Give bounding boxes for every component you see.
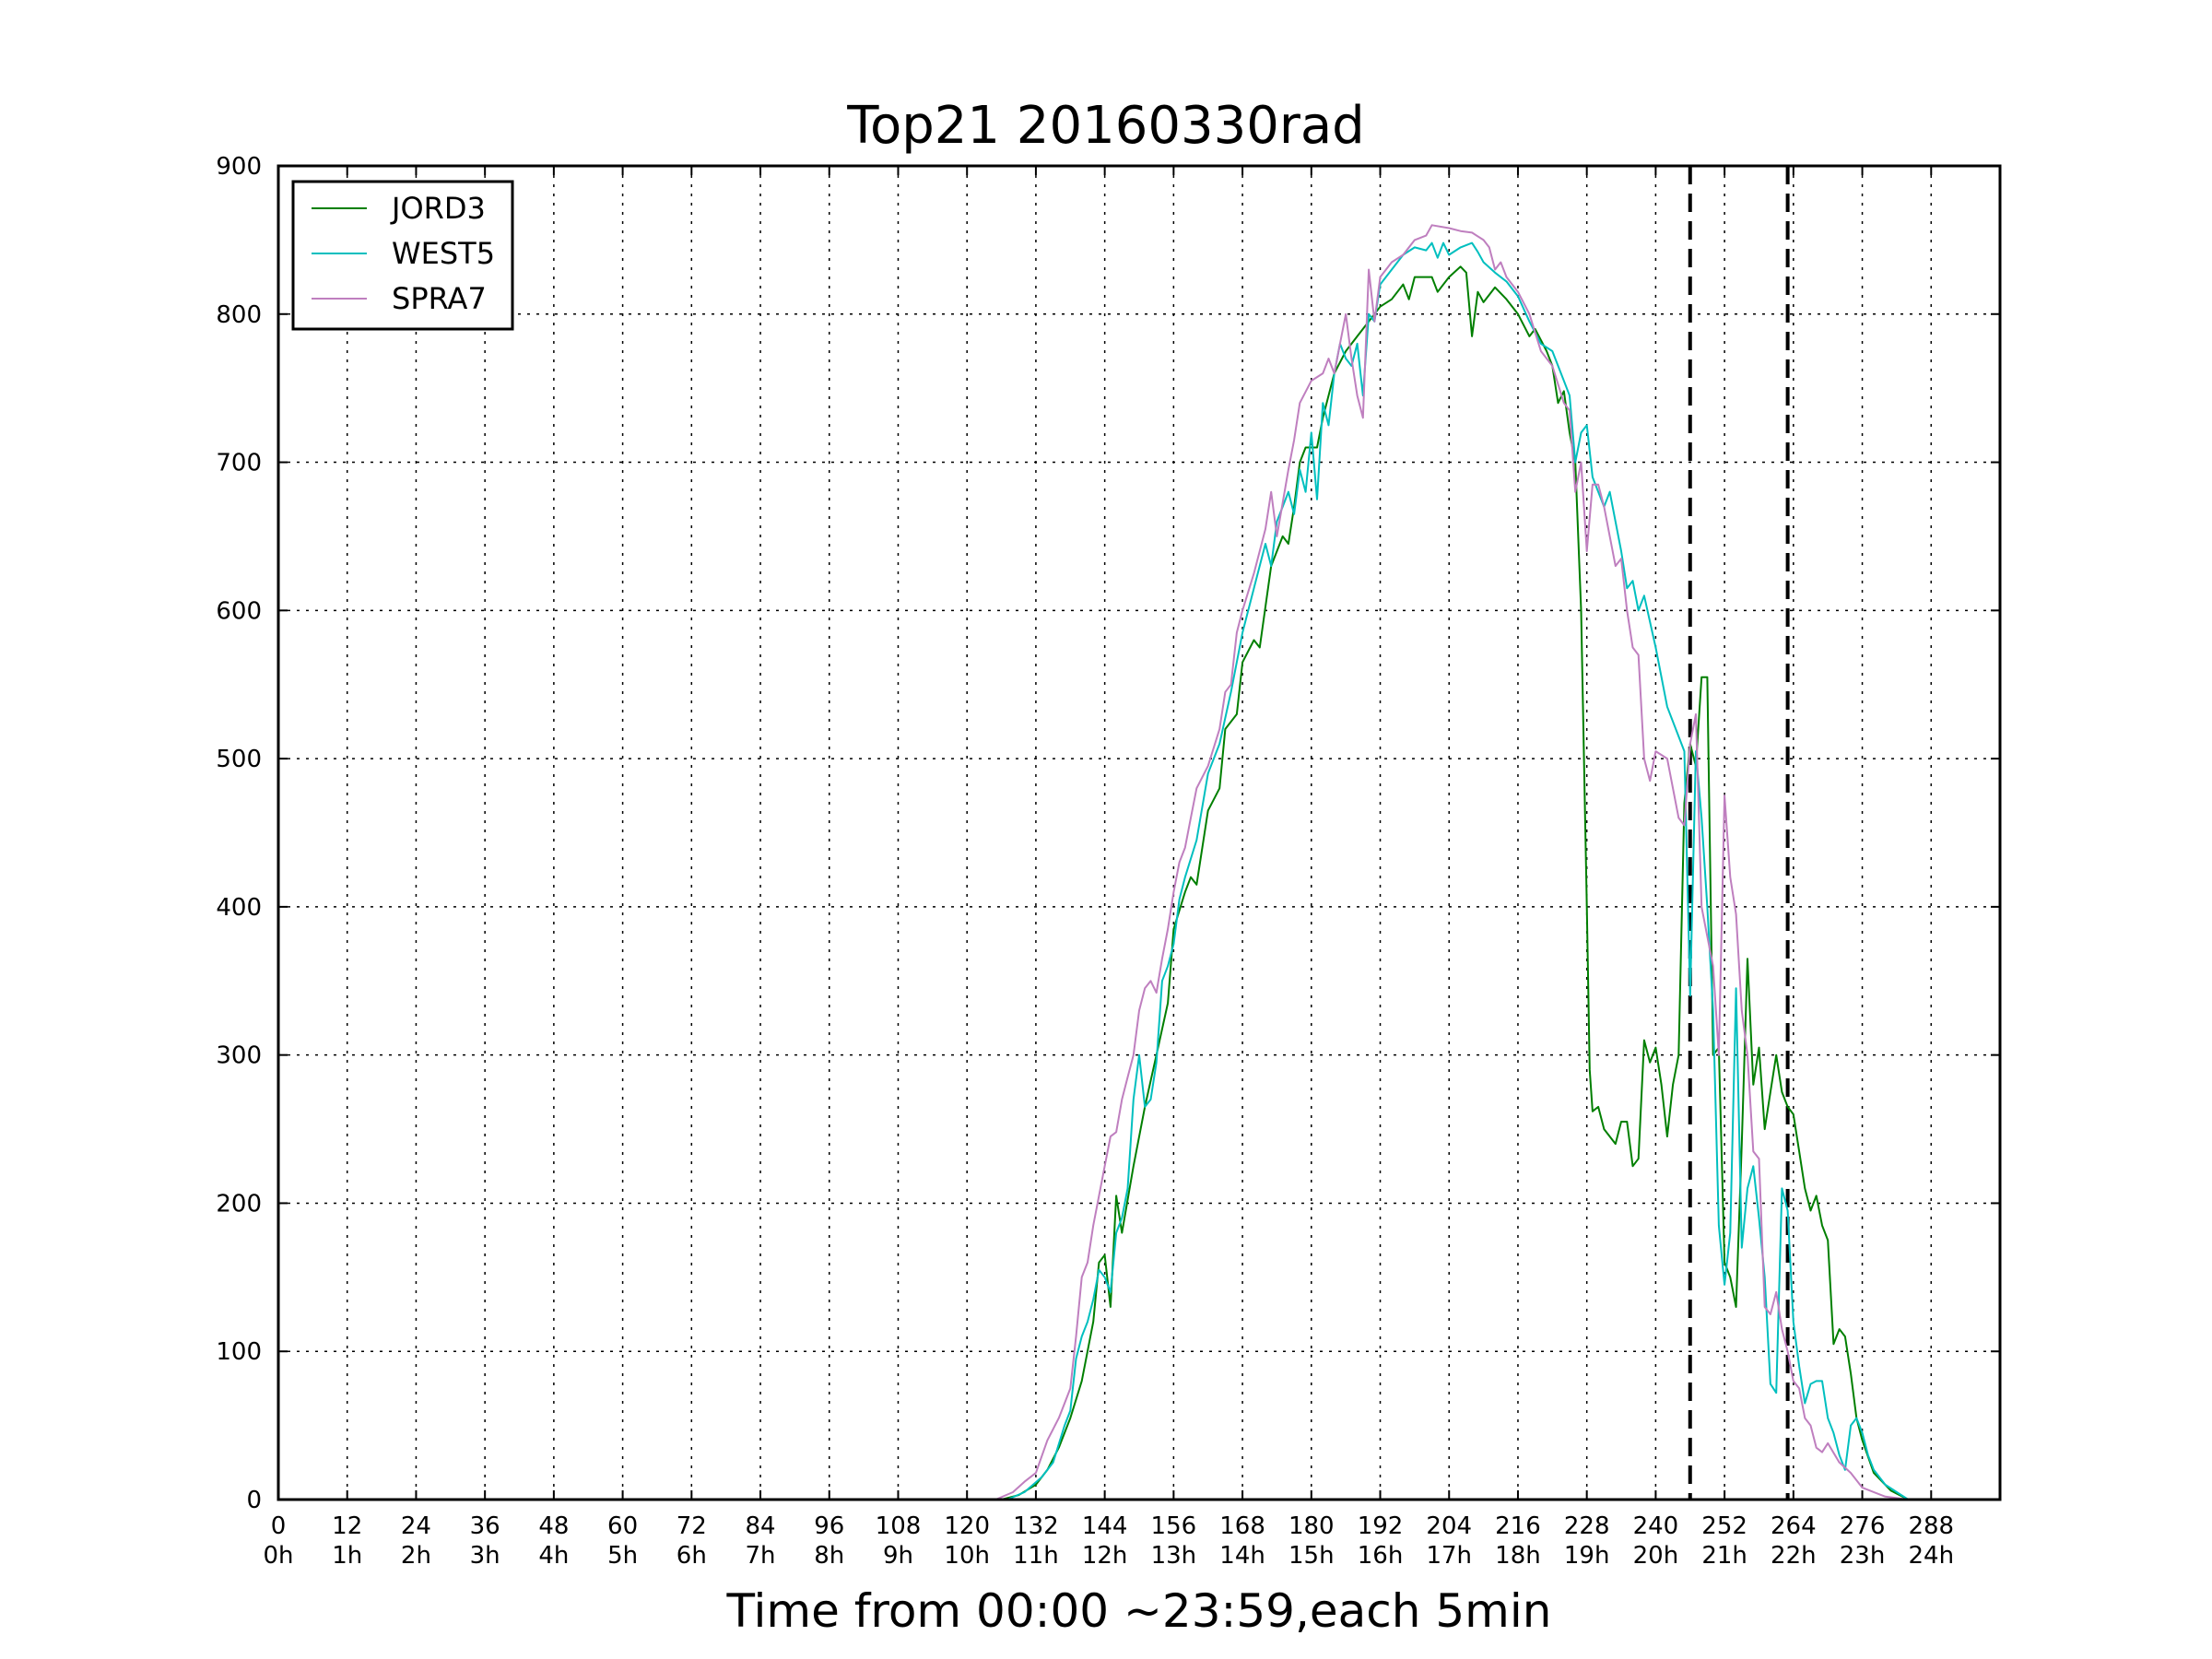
- x-tick-label: 60: [607, 1512, 638, 1540]
- x-tick-hour-label: 11h: [1013, 1542, 1059, 1570]
- y-tick-label: 800: [216, 301, 262, 329]
- x-tick-label: 96: [814, 1512, 844, 1540]
- series-line-west5: [278, 241, 2000, 1500]
- legend-entry: JORD3: [390, 191, 486, 226]
- x-tick-hour-label: 6h: [677, 1542, 707, 1570]
- x-tick-hour-label: 9h: [883, 1542, 913, 1570]
- x-tick-label: 156: [1151, 1512, 1197, 1540]
- x-tick-label: 108: [876, 1512, 922, 1540]
- x-tick-label: 0: [271, 1512, 287, 1540]
- x-tick-hour-label: 15h: [1288, 1542, 1335, 1570]
- legend-box: [291, 180, 514, 331]
- y-tick-label: 500: [216, 746, 262, 773]
- y-tick-label: 0: [246, 1487, 262, 1514]
- x-tick-label: 144: [1082, 1512, 1128, 1540]
- x-tick-hour-label: 3h: [470, 1542, 500, 1570]
- x-tick-label: 264: [1771, 1512, 1817, 1540]
- x-tick-label: 288: [1908, 1512, 1954, 1540]
- x-tick-hour-label: 8h: [814, 1542, 844, 1570]
- x-tick-hour-label: 12h: [1082, 1542, 1128, 1570]
- x-tick-hour-label: 0h: [263, 1542, 293, 1570]
- x-tick-hour-label: 2h: [401, 1542, 431, 1570]
- y-tick-label: 700: [216, 450, 262, 477]
- y-tick-label: 100: [216, 1338, 262, 1366]
- y-tick-labels: 0 100 200 300 400 500 600 700 800 900: [216, 153, 262, 1514]
- y-tick-label: 600: [216, 597, 262, 625]
- x-tick-hour-label: 4h: [538, 1542, 569, 1570]
- x-tick-hour-label: 5h: [607, 1542, 638, 1570]
- x-tick-hour-label: 16h: [1358, 1542, 1404, 1570]
- x-tick-hour-label: 19h: [1564, 1542, 1610, 1570]
- x-tick-label: 120: [944, 1512, 990, 1540]
- series-line-spra7: [278, 224, 2000, 1500]
- x-tick-label: 228: [1564, 1512, 1610, 1540]
- x-tick-hour-label: 17h: [1426, 1542, 1472, 1570]
- legend: JORD3 WEST5 SPRA7: [291, 180, 514, 331]
- chart-title: Top21 20160330rad: [846, 96, 1364, 156]
- x-tick-label: 132: [1013, 1512, 1059, 1540]
- x-tick-label: 240: [1633, 1512, 1679, 1540]
- y-tick-label: 200: [216, 1190, 262, 1218]
- x-tick-label: 36: [470, 1512, 500, 1540]
- y-tick-label: 900: [216, 153, 262, 181]
- plot-frame: [276, 164, 2002, 1501]
- legend-entry: WEST5: [392, 236, 495, 271]
- x-tick-label: 84: [745, 1512, 775, 1540]
- x-tick-hour-label: 20h: [1633, 1542, 1679, 1570]
- x-tick-label: 276: [1840, 1512, 1886, 1540]
- x-tick-hour-label: 14h: [1219, 1542, 1265, 1570]
- series-lines: [278, 224, 2000, 1500]
- legend-entry: SPRA7: [392, 281, 487, 316]
- x-tick-hour-label: 21h: [1701, 1542, 1747, 1570]
- x-tick-hour-label: 1h: [332, 1542, 362, 1570]
- x-axis-label: Time from 00:00 ~23:59,each 5min: [726, 1584, 1552, 1638]
- y-tick-label: 300: [216, 1042, 262, 1070]
- x-tick-label: 204: [1426, 1512, 1472, 1540]
- x-tick-hour-label: 13h: [1151, 1542, 1197, 1570]
- grid-lines: [277, 166, 2000, 1500]
- x-tick-hour-label: 18h: [1495, 1542, 1541, 1570]
- x-tick-label: 180: [1288, 1512, 1335, 1540]
- axis-ticks: [277, 165, 2000, 1500]
- x-tick-hour-label: 23h: [1840, 1542, 1886, 1570]
- series-line-jord3: [278, 265, 2000, 1500]
- x-tick-hour-label: 24h: [1908, 1542, 1954, 1570]
- x-tick-hour-label: 10h: [944, 1542, 990, 1570]
- x-tick-label: 24: [401, 1512, 431, 1540]
- x-tick-label: 12: [332, 1512, 362, 1540]
- x-tick-label: 48: [538, 1512, 569, 1540]
- x-tick-label: 168: [1219, 1512, 1265, 1540]
- x-tick-label: 192: [1358, 1512, 1404, 1540]
- x-tick-hour-label: 7h: [746, 1542, 776, 1570]
- reference-lines: [1688, 166, 1790, 1500]
- x-tick-label: 72: [677, 1512, 707, 1540]
- x-tick-label: 216: [1495, 1512, 1541, 1540]
- y-tick-label: 400: [216, 894, 262, 922]
- x-tick-label: 252: [1701, 1512, 1747, 1540]
- x-tick-hour-label: 22h: [1771, 1542, 1817, 1570]
